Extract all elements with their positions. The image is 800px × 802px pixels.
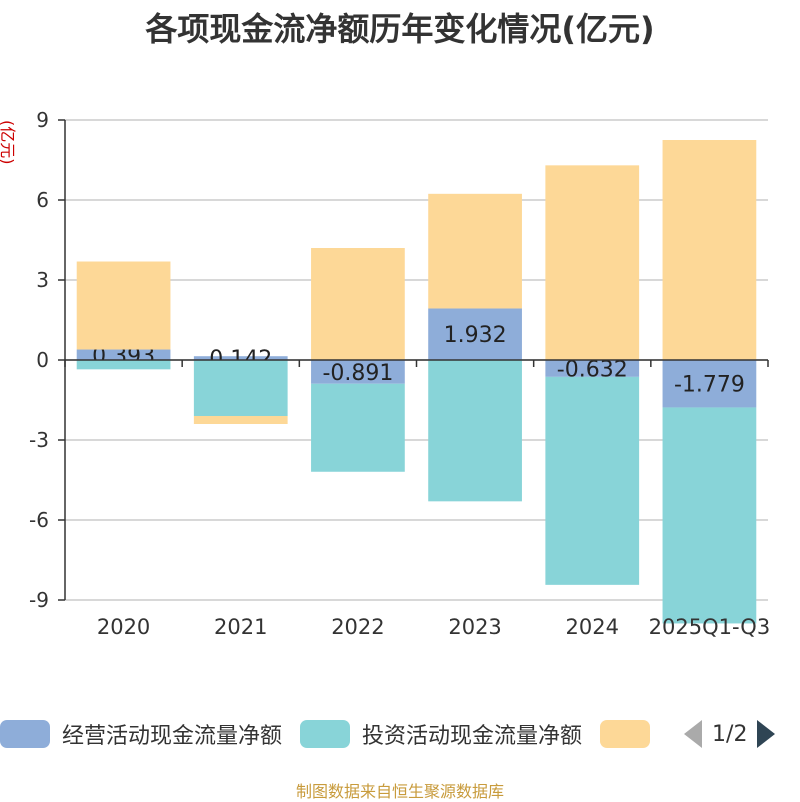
bar-series2-2024 [545,376,640,585]
legend: 经营活动现金流量净额 投资活动现金流量净额 1/2 [0,716,800,752]
y-tick-label: -6 [29,508,49,532]
legend-swatch-operating [0,720,50,748]
bar-series1-2023 [428,308,522,360]
bar-chart: 9630-3-6-9(亿元)0.3930.142-0.8911.932-0.63… [0,108,771,639]
bar-series1-2022 [311,360,405,384]
x-tick-label: 2022 [331,615,384,639]
y-tick-label: -3 [29,428,49,452]
y-tick-label: 9 [36,108,49,132]
bar-series1-2020 [76,349,171,360]
bar-series1-2025Q1-Q3 [662,360,757,408]
x-tick-label: 2021 [214,615,267,639]
bar-series2-2025Q1-Q3 [662,407,757,624]
legend-swatch-third [600,720,651,748]
bar-series3-2024 [545,165,640,360]
x-tick-label: 2020 [97,615,150,639]
bar-series2-2022 [311,383,405,472]
legend-next-icon[interactable] [757,720,776,748]
x-tick-label: 2023 [448,615,501,639]
legend-prev-icon[interactable] [684,720,703,748]
bar-series3-2023 [428,193,522,309]
x-tick-label: 2025Q1-Q3 [649,615,771,639]
bar-series1-2024 [545,360,640,377]
bar-series2-2023 [428,360,522,502]
y-axis-label: (亿元) [0,120,17,165]
x-tick-label: 2024 [566,615,619,639]
bar-series3-2021 [193,416,288,424]
bar-series1-2021 [193,356,288,360]
data-label: 1.932 [444,323,507,348]
y-tick-label: 0 [36,348,49,372]
bar-series3-2022 [311,248,405,360]
legend-item-operating[interactable]: 经营活动现金流量净额 [0,718,282,750]
legend-pager: 1/2 [684,720,776,748]
legend-label-operating: 经营活动现金流量净额 [62,724,283,749]
bar-series2-2020 [76,360,171,370]
data-source: 制图数据来自恒生聚源数据库 [295,782,504,801]
y-tick-label: 3 [36,268,49,292]
data-label: -0.891 [322,361,393,386]
legend-item-investing[interactable]: 投资活动现金流量净额 [300,718,582,750]
data-label: -1.779 [674,373,745,398]
bar-series2-2021 [193,360,288,416]
legend-item-third[interactable] [600,720,662,748]
y-tick-label: 6 [36,188,49,212]
y-tick-label: -9 [29,588,49,612]
bar-series3-2025Q1-Q3 [662,140,757,360]
legend-page-indicator: 1/2 [712,721,748,747]
legend-label-investing: 投资活动现金流量净额 [362,724,583,749]
bar-series3-2020 [76,261,171,350]
chart-title: 各项现金流净额历年变化情况(亿元) [145,10,655,48]
legend-swatch-investing [300,720,351,748]
